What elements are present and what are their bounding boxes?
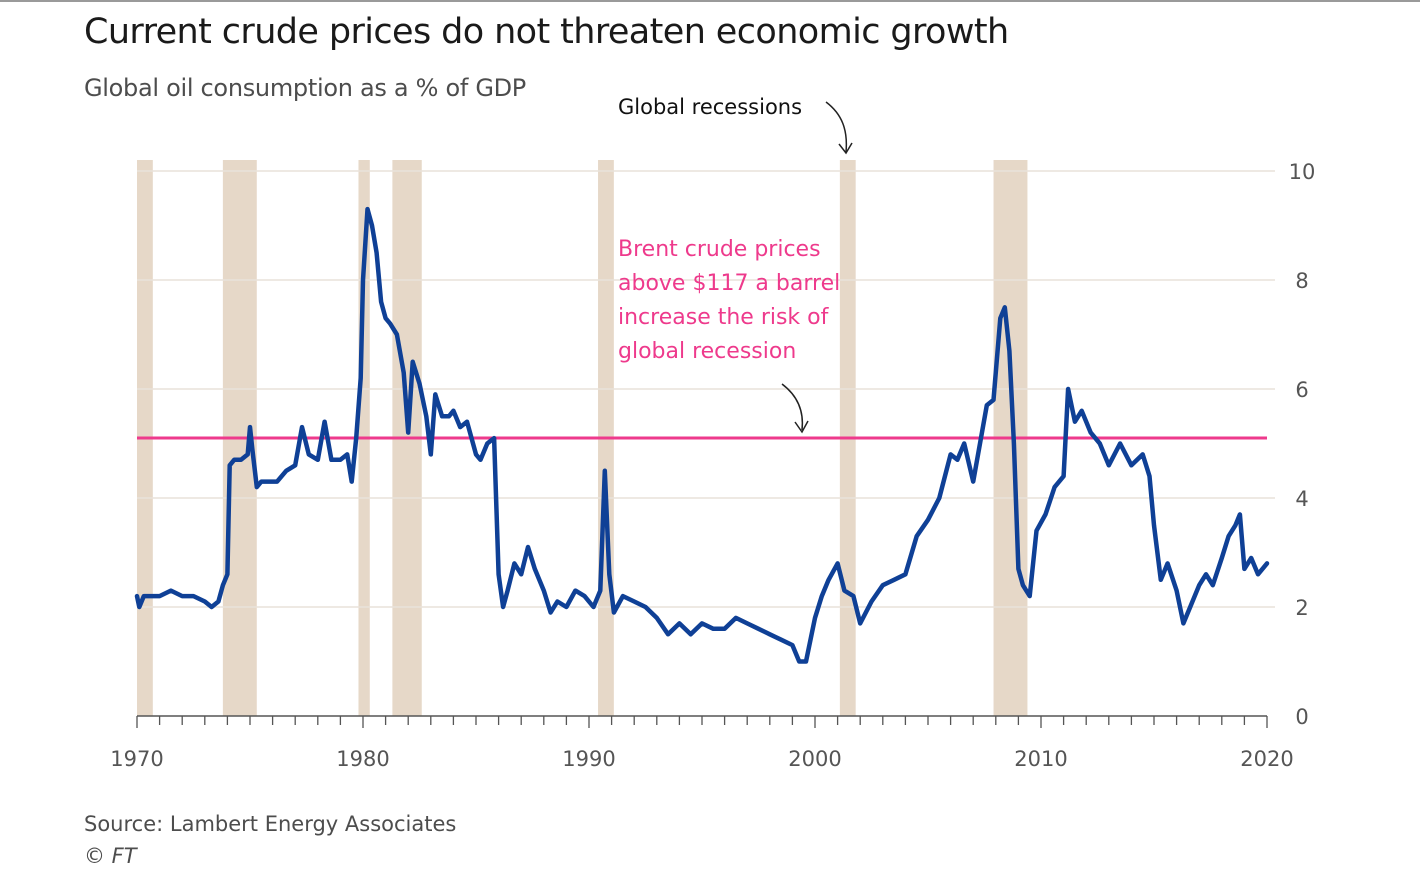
y-tick-label-4: 4 xyxy=(1295,487,1308,511)
threshold-arrowhead xyxy=(794,420,809,434)
recession-annotation-label: Global recessions xyxy=(618,95,802,119)
y-axis: 0 2 4 6 8 10 xyxy=(1289,160,1316,729)
threshold-annotation-line-3: increase the risk of xyxy=(618,305,830,330)
top-rule xyxy=(0,0,1420,2)
copyright: © FT xyxy=(84,844,137,868)
threshold-arrow xyxy=(781,383,804,431)
gridlines xyxy=(137,170,1275,608)
y-tick-label-2: 2 xyxy=(1295,596,1308,620)
threshold-annotation-line-2: above $117 a barrel xyxy=(618,271,840,296)
y-tick-label-0: 0 xyxy=(1295,705,1308,729)
recession-arrowhead xyxy=(838,142,853,155)
chart-subtitle: Global oil consumption as a % of GDP xyxy=(84,74,526,102)
x-tick-label-1990: 1990 xyxy=(562,747,615,771)
x-tick-label-1980: 1980 xyxy=(336,747,389,771)
x-tick-label-2000: 2000 xyxy=(788,747,841,771)
x-axis: 1970 1980 1990 2000 2010 2020 xyxy=(110,715,1294,771)
y-tick-label-8: 8 xyxy=(1295,269,1308,293)
threshold-annotation-line-4: global recession xyxy=(618,339,796,364)
threshold-annotation-line-1: Brent crude prices xyxy=(618,237,821,262)
x-tick-label-2020: 2020 xyxy=(1240,747,1293,771)
y-tick-label-10: 10 xyxy=(1289,160,1316,184)
series-line-oil-consumption xyxy=(134,206,1270,664)
x-tick-label-2010: 2010 xyxy=(1014,747,1067,771)
x-tick-label-1970: 1970 xyxy=(110,747,163,771)
threshold-annotation: Brent crude prices above $117 a barrel inc… xyxy=(618,237,840,434)
chart-title: Current crude prices do not threaten eco… xyxy=(84,12,1009,52)
recession-annotation: Global recessions xyxy=(618,95,853,155)
y-tick-label-6: 6 xyxy=(1295,378,1308,402)
source-note: Source: Lambert Energy Associates xyxy=(84,812,457,836)
recession-arrow xyxy=(825,101,848,153)
